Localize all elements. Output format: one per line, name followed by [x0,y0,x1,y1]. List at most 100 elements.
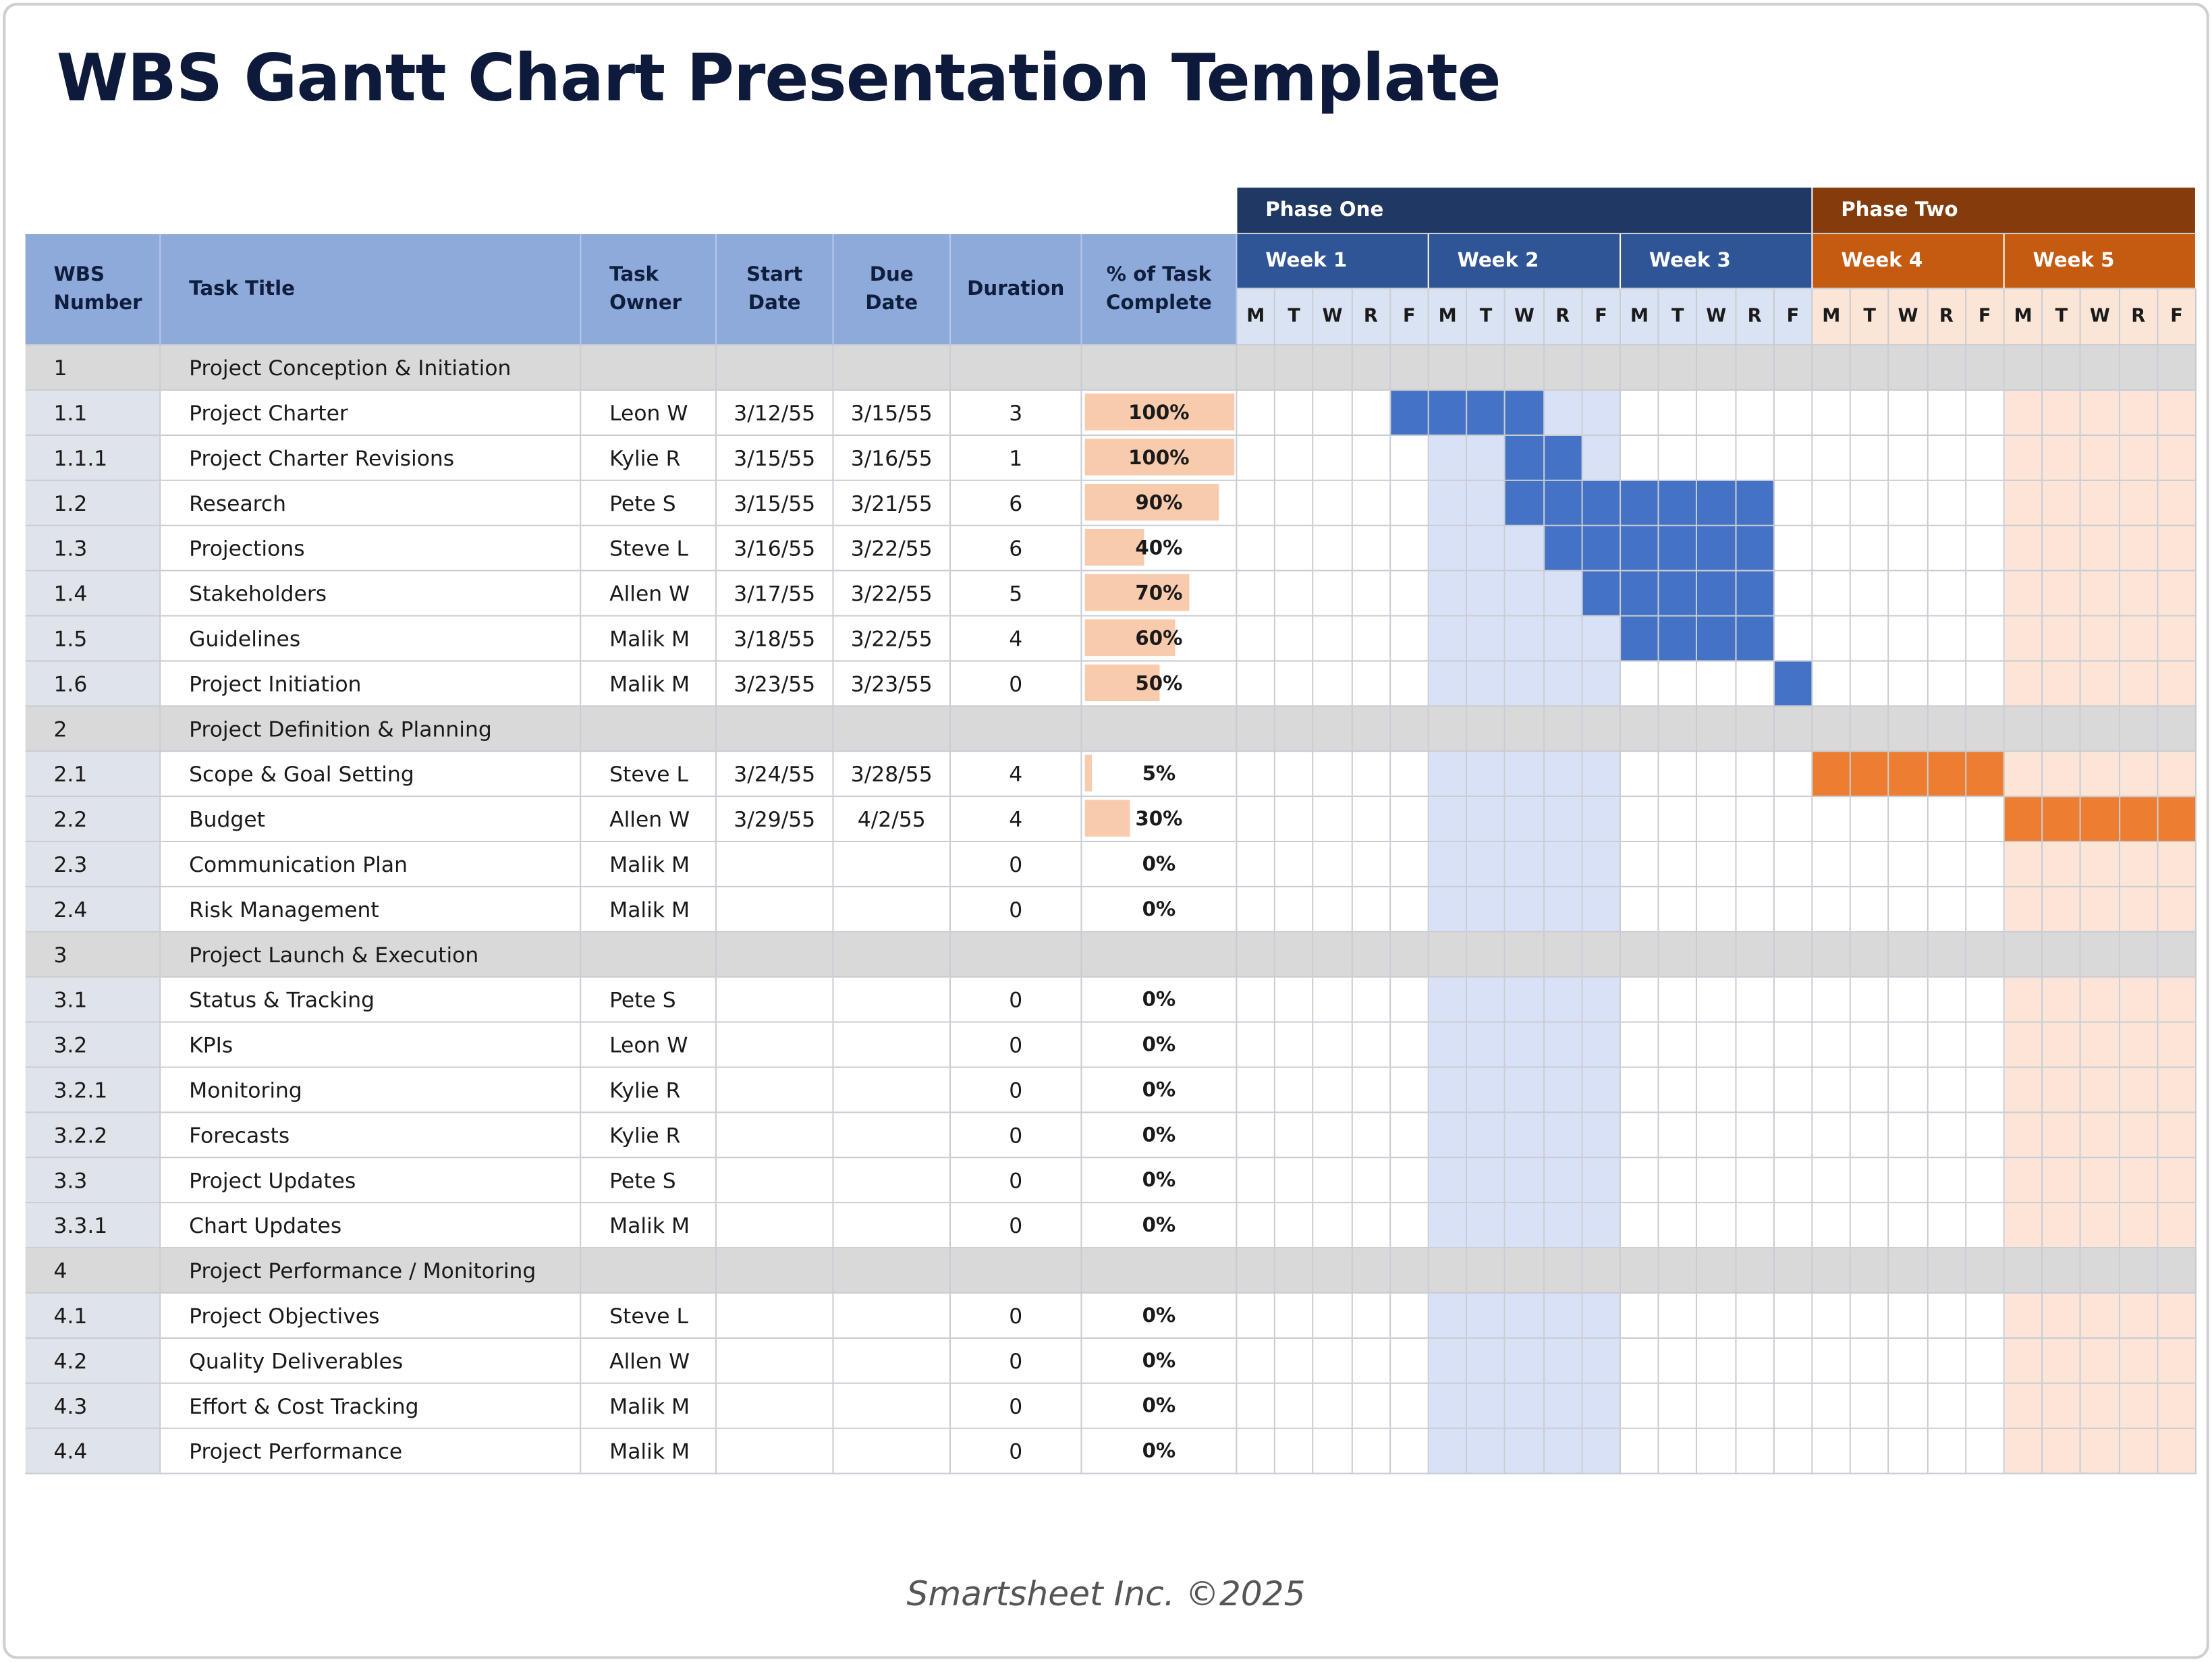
cell-due [833,1383,951,1429]
gantt-cell [1736,1113,1775,1159]
gantt-cell [2120,1429,2159,1474]
day-header: F [2158,289,2197,346]
gantt-cell [1505,1158,1545,1204]
cell-due: 3/21/55 [833,480,951,526]
gantt-cell [1928,977,1966,1023]
gantt-cell [2043,616,2082,662]
column-header: Duration [951,234,1082,346]
gantt-cell [1813,435,1852,481]
gantt-cell [1582,1383,1622,1429]
gantt-cell [1314,661,1353,707]
gantt-cell [1697,480,1736,526]
gantt-cell [1774,1158,1813,1204]
gantt-cell [1889,616,1928,662]
complete-bar [1084,664,1160,702]
gantt-cell [2120,661,2159,707]
gantt-cell [2004,661,2043,707]
gantt-cell [1314,1338,1353,1384]
gantt-cell [1659,842,1698,887]
gantt-cell [1237,887,1276,933]
cell-title: Research [161,480,582,526]
gantt-cell [1928,1022,1966,1068]
cell-complete [1082,707,1238,752]
gantt-cell [1813,345,1852,391]
gantt-cell [1621,1158,1659,1204]
cell-owner: Kylie R [581,435,717,481]
gantt-cell [1851,1068,1890,1113]
gantt-cell [1774,887,1813,933]
gantt-cell [1928,842,1966,887]
gantt-cell [1928,1294,1966,1339]
cell-title: Effort & Cost Tracking [161,1383,582,1429]
gantt-cell [1621,977,1659,1023]
cell-start [717,887,834,933]
gantt-cell [1889,661,1928,707]
gantt-cell [2043,345,2082,391]
gantt-cell [1352,616,1391,662]
gantt-cell [1505,1248,1545,1294]
gantt-cell [1582,752,1622,798]
gantt-cell [1544,480,1583,526]
gantt-cell [1928,887,1966,933]
gantt-cell [2158,1113,2197,1159]
cell-owner: Steve L [581,752,717,798]
cell-start: 3/29/55 [717,797,834,843]
gantt-cell [2043,1338,2082,1384]
cell-start [717,1248,834,1294]
gantt-cell [1390,345,1429,391]
gantt-cell [1429,977,1468,1023]
gantt-cell [1314,391,1353,436]
gantt-cell [1505,1113,1545,1159]
gantt-cell [1659,345,1698,391]
gantt-cell [1467,1158,1506,1204]
cell-duration: 0 [951,1429,1082,1474]
gantt-cell [2043,842,2082,887]
gantt-cell [1352,977,1391,1023]
gantt-cell [1966,571,2005,617]
gantt-cell [1774,616,1813,662]
gantt-cell [2043,1203,2082,1249]
gantt-cell [2004,887,2043,933]
day-header: T [1467,289,1506,346]
gantt-cell [1390,932,1429,978]
cell-due: 3/15/55 [833,391,951,436]
gantt-cell [1352,1338,1391,1384]
gantt-cell [1736,707,1775,752]
gantt-cell [2043,977,2082,1023]
gantt-cell [1621,1113,1659,1159]
gantt-cell [1314,526,1353,572]
gantt-cell [1697,571,1736,617]
gantt-cell [1505,1022,1545,1068]
cell-start [717,345,834,391]
gantt-cell [1505,1294,1545,1339]
gantt-cell [1928,391,1966,436]
cell-complete: 90% [1082,480,1238,526]
gantt-cell [1889,345,1928,391]
day-header: F [1582,289,1622,346]
gantt-cell [1659,887,1698,933]
gantt-cell [1889,1338,1928,1384]
gantt-cell [1275,842,1315,887]
gantt-cell [1314,1294,1353,1339]
gantt-cell [2158,977,2197,1023]
gantt-cell [1505,571,1545,617]
gantt-cell [1237,752,1276,798]
gantt-cell [1314,1429,1353,1474]
cell-wbs: 2 [25,707,161,752]
gantt-cell [1851,1158,1890,1204]
gantt-cell [2081,571,2120,617]
gantt-cell [1774,1383,1813,1429]
gantt-cell [1697,616,1736,662]
gantt-cell [2120,752,2159,798]
gantt-cell [1429,797,1468,843]
gantt-cell [1813,1068,1852,1113]
gantt-cell [1390,1338,1429,1384]
complete-label: 100% [1128,401,1190,424]
gantt-cell [1429,842,1468,887]
gantt-cell [1544,1022,1583,1068]
gantt-cell [1505,707,1545,752]
gantt-cell [2004,1022,2043,1068]
gantt-cell [1813,797,1852,843]
gantt-cell [1544,391,1583,436]
gantt-cell [1429,526,1468,572]
